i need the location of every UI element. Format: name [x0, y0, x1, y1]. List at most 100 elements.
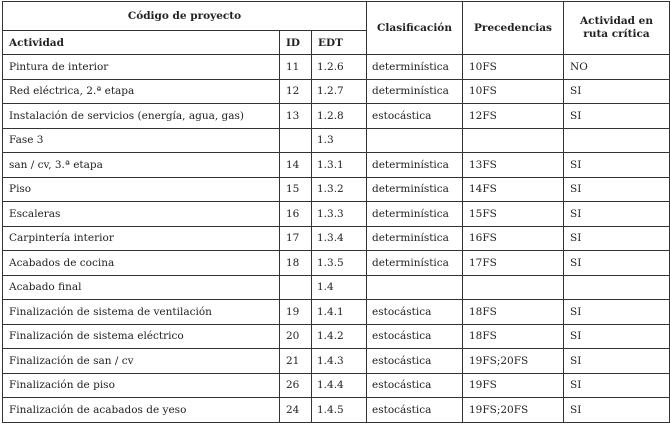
cell-ruta-critica: SI	[563, 176, 670, 202]
cell-ruta-critica: SI	[563, 225, 670, 251]
cell-actividad: Pintura de interior	[2, 54, 280, 80]
cell-precedencias: 18FS	[462, 323, 564, 349]
cell-clasificacion: estocástica	[366, 323, 463, 349]
cell-actividad: Carpintería interior	[2, 225, 280, 251]
table-row: Finalización de san / cv 21 1.4.3 estocásti…	[2, 348, 670, 374]
cell-clasificacion: determinística	[366, 201, 463, 227]
cell-ruta-critica	[563, 274, 670, 300]
cell-ruta-critica: SI	[563, 152, 670, 178]
table-row: Pintura de interior 11 1.2.6 determinística…	[2, 54, 670, 80]
cell-clasificacion: determinística	[366, 152, 463, 178]
cell-clasificacion: determinística	[366, 250, 463, 276]
cell-edt: 1.2.6	[311, 54, 367, 80]
cell-actividad: Fase 3	[2, 127, 280, 153]
table-row: Escaleras 16 1.3.3 determinística 15FS SI	[2, 201, 670, 227]
cell-id: 13	[279, 103, 312, 129]
cell-precedencias	[462, 274, 564, 300]
cell-edt: 1.3	[311, 127, 367, 153]
cell-edt: 1.3.3	[311, 201, 367, 227]
cell-ruta-critica: SI	[563, 348, 670, 374]
cell-precedencias: 19FS	[462, 372, 564, 398]
table-row: Red eléctrica, 2.ª etapa 12 1.2.7 determiní…	[2, 78, 670, 104]
cell-clasificacion: determinística	[366, 78, 463, 104]
cell-id	[279, 274, 312, 300]
cell-precedencias: 18FS	[462, 299, 564, 325]
cell-ruta-critica: SI	[563, 299, 670, 325]
cell-precedencias: 10FS	[462, 78, 564, 104]
table-row: san / cv, 3.ª etapa 14 1.3.1 determinística…	[2, 152, 670, 178]
table-row: Finalización de sistema de ventilación 19…	[2, 299, 670, 325]
cell-actividad: Acabado final	[2, 274, 280, 300]
cell-clasificacion: determinística	[366, 54, 463, 80]
cell-ruta-critica: SI	[563, 372, 670, 398]
header-precedencias: Precedencias	[462, 1, 564, 55]
cell-ruta-critica: SI	[563, 397, 670, 423]
cell-precedencias	[462, 127, 564, 153]
cell-clasificacion: estocástica	[366, 299, 463, 325]
cell-ruta-critica: SI	[563, 323, 670, 349]
cell-id: 12	[279, 78, 312, 104]
cell-precedencias: 19FS;20FS	[462, 397, 564, 423]
table-row: Acabados de cocina 18 1.3.5 determinística 1…	[2, 250, 670, 276]
cell-ruta-critica	[563, 127, 670, 153]
cell-edt: 1.4.5	[311, 397, 367, 423]
cell-clasificacion: estocástica	[366, 372, 463, 398]
cell-id	[279, 127, 312, 153]
cell-actividad: Escaleras	[2, 201, 280, 227]
cell-edt: 1.4.4	[311, 372, 367, 398]
cell-id: 17	[279, 225, 312, 251]
cell-id: 26	[279, 372, 312, 398]
cell-actividad: Finalización de sistema eléctrico	[2, 323, 280, 349]
cell-actividad: Piso	[2, 176, 280, 202]
cell-precedencias: 19FS;20FS	[462, 348, 564, 374]
cell-clasificacion: estocástica	[366, 348, 463, 374]
cell-actividad: Instalación de servicios (energía, agua,…	[2, 103, 280, 129]
cell-edt: 1.3.4	[311, 225, 367, 251]
cell-ruta-critica: SI	[563, 201, 670, 227]
cell-ruta-critica: NO	[563, 54, 670, 80]
cell-clasificacion	[366, 274, 463, 300]
cell-clasificacion: estocástica	[366, 397, 463, 423]
cell-id: 15	[279, 176, 312, 202]
cell-clasificacion: determinística	[366, 225, 463, 251]
header-ruta-critica: Actividad en ruta crítica	[563, 1, 670, 55]
cell-precedencias: 12FS	[462, 103, 564, 129]
cell-precedencias: 10FS	[462, 54, 564, 80]
header-codigo-proyecto: Código de proyecto	[2, 1, 367, 31]
cell-actividad: Finalización de piso	[2, 372, 280, 398]
table-row: Finalización de piso 26 1.4.4 estocástica 19…	[2, 372, 670, 398]
cell-precedencias: 13FS	[462, 152, 564, 178]
table-row: Carpintería interior 17 1.3.4 determinístic…	[2, 225, 670, 251]
table-body: Pintura de interior 11 1.2.6 determinística…	[2, 54, 670, 423]
cell-edt: 1.3.1	[311, 152, 367, 178]
cell-id: 24	[279, 397, 312, 423]
cell-actividad: Finalización de acabados de yeso	[2, 397, 280, 423]
cell-actividad: san / cv, 3.ª etapa	[2, 152, 280, 178]
cell-edt: 1.3.5	[311, 250, 367, 276]
cell-ruta-critica: SI	[563, 250, 670, 276]
table-row: Finalización de sistema eléctrico 20 1.4.2…	[2, 323, 670, 349]
cell-id: 16	[279, 201, 312, 227]
cell-id: 11	[279, 54, 312, 80]
cell-actividad: Acabados de cocina	[2, 250, 280, 276]
header-edt: EDT	[311, 30, 367, 55]
cell-precedencias: 15FS	[462, 201, 564, 227]
table-row: Finalización de acabados de yeso 24 1.4.5 e…	[2, 397, 670, 423]
cell-clasificacion: estocástica	[366, 103, 463, 129]
cell-actividad: Red eléctrica, 2.ª etapa	[2, 78, 280, 104]
cell-id: 21	[279, 348, 312, 374]
cell-precedencias: 14FS	[462, 176, 564, 202]
cell-edt: 1.3.2	[311, 176, 367, 202]
cell-edt: 1.4.1	[311, 299, 367, 325]
cell-precedencias: 17FS	[462, 250, 564, 276]
cell-clasificacion	[366, 127, 463, 153]
cell-edt: 1.4	[311, 274, 367, 300]
table-row: Piso 15 1.3.2 determinística 14FS SI	[2, 176, 670, 202]
header-actividad: Actividad	[2, 30, 280, 55]
cell-edt: 1.4.2	[311, 323, 367, 349]
table-row: Fase 3 1.3	[2, 127, 670, 153]
cell-clasificacion: determinística	[366, 176, 463, 202]
header-clasificacion: Clasificación	[366, 1, 463, 55]
cell-id: 19	[279, 299, 312, 325]
